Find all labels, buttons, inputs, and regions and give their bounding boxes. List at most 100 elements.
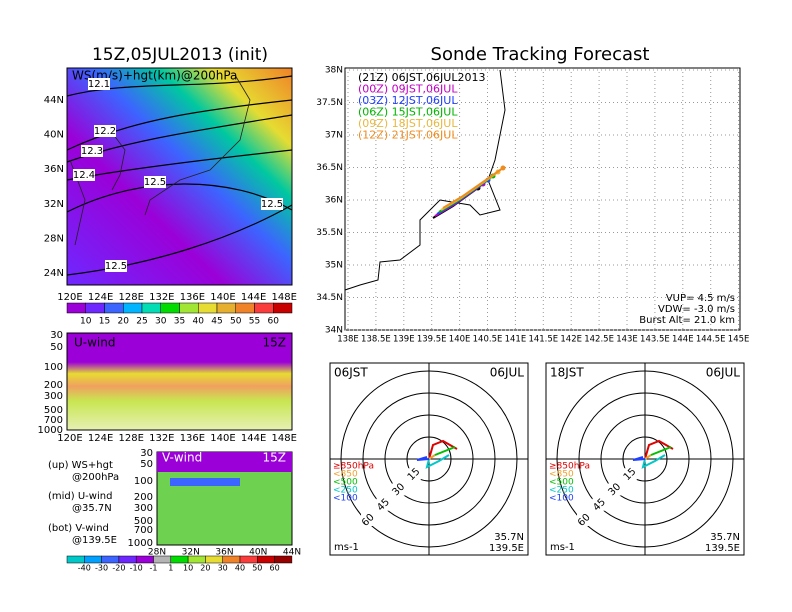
p-label: 50: [140, 459, 153, 470]
wind-colorbar: -40 -30 -20 -10 -1 1 10 20 30 40 50 60: [66, 555, 293, 573]
hodo-trace: [641, 454, 666, 469]
p-label: 500: [134, 516, 153, 527]
colorbar-cell: [274, 555, 293, 564]
lon-label: 124E: [88, 292, 113, 303]
contour-label: 12.5: [261, 199, 283, 210]
lat-label: 36N: [325, 196, 343, 206]
ws-colorbar: 10 15 20 25 30 35 40 45 50 55 60: [66, 302, 293, 327]
contour-label-bg: [144, 176, 166, 188]
hodo-date: 06JUL: [706, 366, 741, 380]
colorbar-cell: [85, 302, 105, 314]
p-label: 700: [134, 525, 153, 536]
level-label: <500: [333, 478, 358, 488]
param: VUP= 4.5 m/s: [666, 293, 735, 304]
ring: [556, 370, 734, 548]
colorbar-cell: [104, 302, 124, 314]
ring-label-bg: [361, 513, 376, 526]
hodo-trace: [416, 456, 430, 461]
lat-label: 35N: [325, 261, 343, 271]
p-label: 500: [44, 405, 63, 416]
landing: [500, 165, 506, 171]
lat-label: 37.5N: [316, 98, 343, 108]
colorbar-label: 30: [155, 317, 167, 327]
lat-label: 44N: [44, 95, 64, 106]
lon-label: 140.5E: [473, 335, 503, 345]
hodo-trace: [428, 454, 436, 460]
hodo-lat: 35.7N: [494, 532, 524, 543]
colorbar-label: 20: [118, 317, 130, 327]
ring-label-bg: [607, 483, 622, 496]
lat-label: 36N: [215, 548, 233, 558]
colorbar-cell: [160, 302, 180, 314]
colorbar-label: 50: [230, 317, 242, 327]
lon-label: 136E: [180, 292, 205, 303]
unit: ms-1: [334, 542, 359, 553]
lat-label: 28N: [44, 233, 64, 244]
left-title: 15Z,05JUL2013 (init): [92, 45, 268, 65]
ring-label-bg: [391, 483, 406, 496]
note: @139.5E: [72, 535, 117, 546]
colorbar-cell: [66, 555, 85, 564]
level-label: <500: [549, 478, 574, 488]
v-upper: [157, 452, 292, 472]
colorbar-cell: [273, 302, 293, 314]
lon-label: 148E: [271, 433, 296, 444]
ring: [362, 392, 496, 526]
param: Burst Alt= 21.0 km: [639, 315, 735, 326]
level-label: <250: [549, 486, 574, 496]
map-label: WS(m/s)+hgt(km)@200hPa: [72, 69, 237, 83]
lon-label: 140E: [210, 292, 235, 303]
note: (bot) V-wind: [48, 523, 109, 534]
colorbar-label: 25: [136, 317, 147, 327]
hodo-trace: [425, 454, 450, 469]
ring: [600, 414, 690, 504]
u-wind-section: [66, 332, 293, 431]
colorbar-label: -30: [95, 564, 108, 573]
level-label: <100: [333, 494, 358, 504]
lon-label: 138.5E: [361, 335, 391, 345]
hodo-trace: [650, 446, 672, 456]
ring: [384, 414, 474, 504]
hodo-time: 18JST: [550, 366, 584, 380]
lat-label: 32N: [44, 199, 64, 210]
colorbar-cell: [101, 555, 120, 564]
ring-label-bg: [406, 468, 421, 481]
lat-label: 38N: [325, 66, 343, 76]
lat-label: 44N: [283, 548, 301, 558]
contour-label-bg: [88, 78, 110, 90]
note: @35.7N: [72, 503, 112, 514]
hodo-trace: [434, 446, 456, 456]
ring: [340, 370, 518, 548]
track-map: [344, 67, 741, 331]
p-label: 50: [50, 342, 63, 353]
lon-label: 144E: [241, 433, 266, 444]
u-time: 15Z: [263, 336, 287, 350]
colorbar-cell: [84, 555, 102, 564]
contour-label: 12.2: [94, 126, 116, 137]
colorbar-cell: [254, 302, 274, 314]
colorbar-label: -1: [150, 564, 158, 573]
ring: [622, 436, 668, 482]
p-label: 300: [134, 503, 153, 514]
hodo-date: 06JUL: [490, 366, 525, 380]
lon-label: 148E: [271, 292, 296, 303]
lon-label: 132E: [149, 433, 174, 444]
lat-label: 32N: [182, 548, 200, 558]
contour-label-bg: [261, 198, 283, 210]
lon-label: 142.5E: [584, 335, 614, 345]
colorbar-label: 20: [200, 564, 210, 573]
hodo-time: 06JST: [334, 366, 368, 380]
colorbar-cell: [179, 302, 199, 314]
hodo-trace: [632, 456, 646, 461]
note: (up) WS+hgt: [48, 460, 113, 471]
p-label: 100: [134, 476, 153, 487]
colorbar-label: 40: [193, 317, 205, 327]
lon-label: 138E: [337, 335, 359, 345]
lon-label: 141.5E: [528, 335, 558, 345]
lon-label: 136E: [180, 433, 205, 444]
contour-label-bg: [94, 125, 116, 137]
contour-label-bg: [81, 145, 103, 157]
level-label: <850: [549, 470, 574, 480]
colorbar-cell: [123, 302, 143, 314]
